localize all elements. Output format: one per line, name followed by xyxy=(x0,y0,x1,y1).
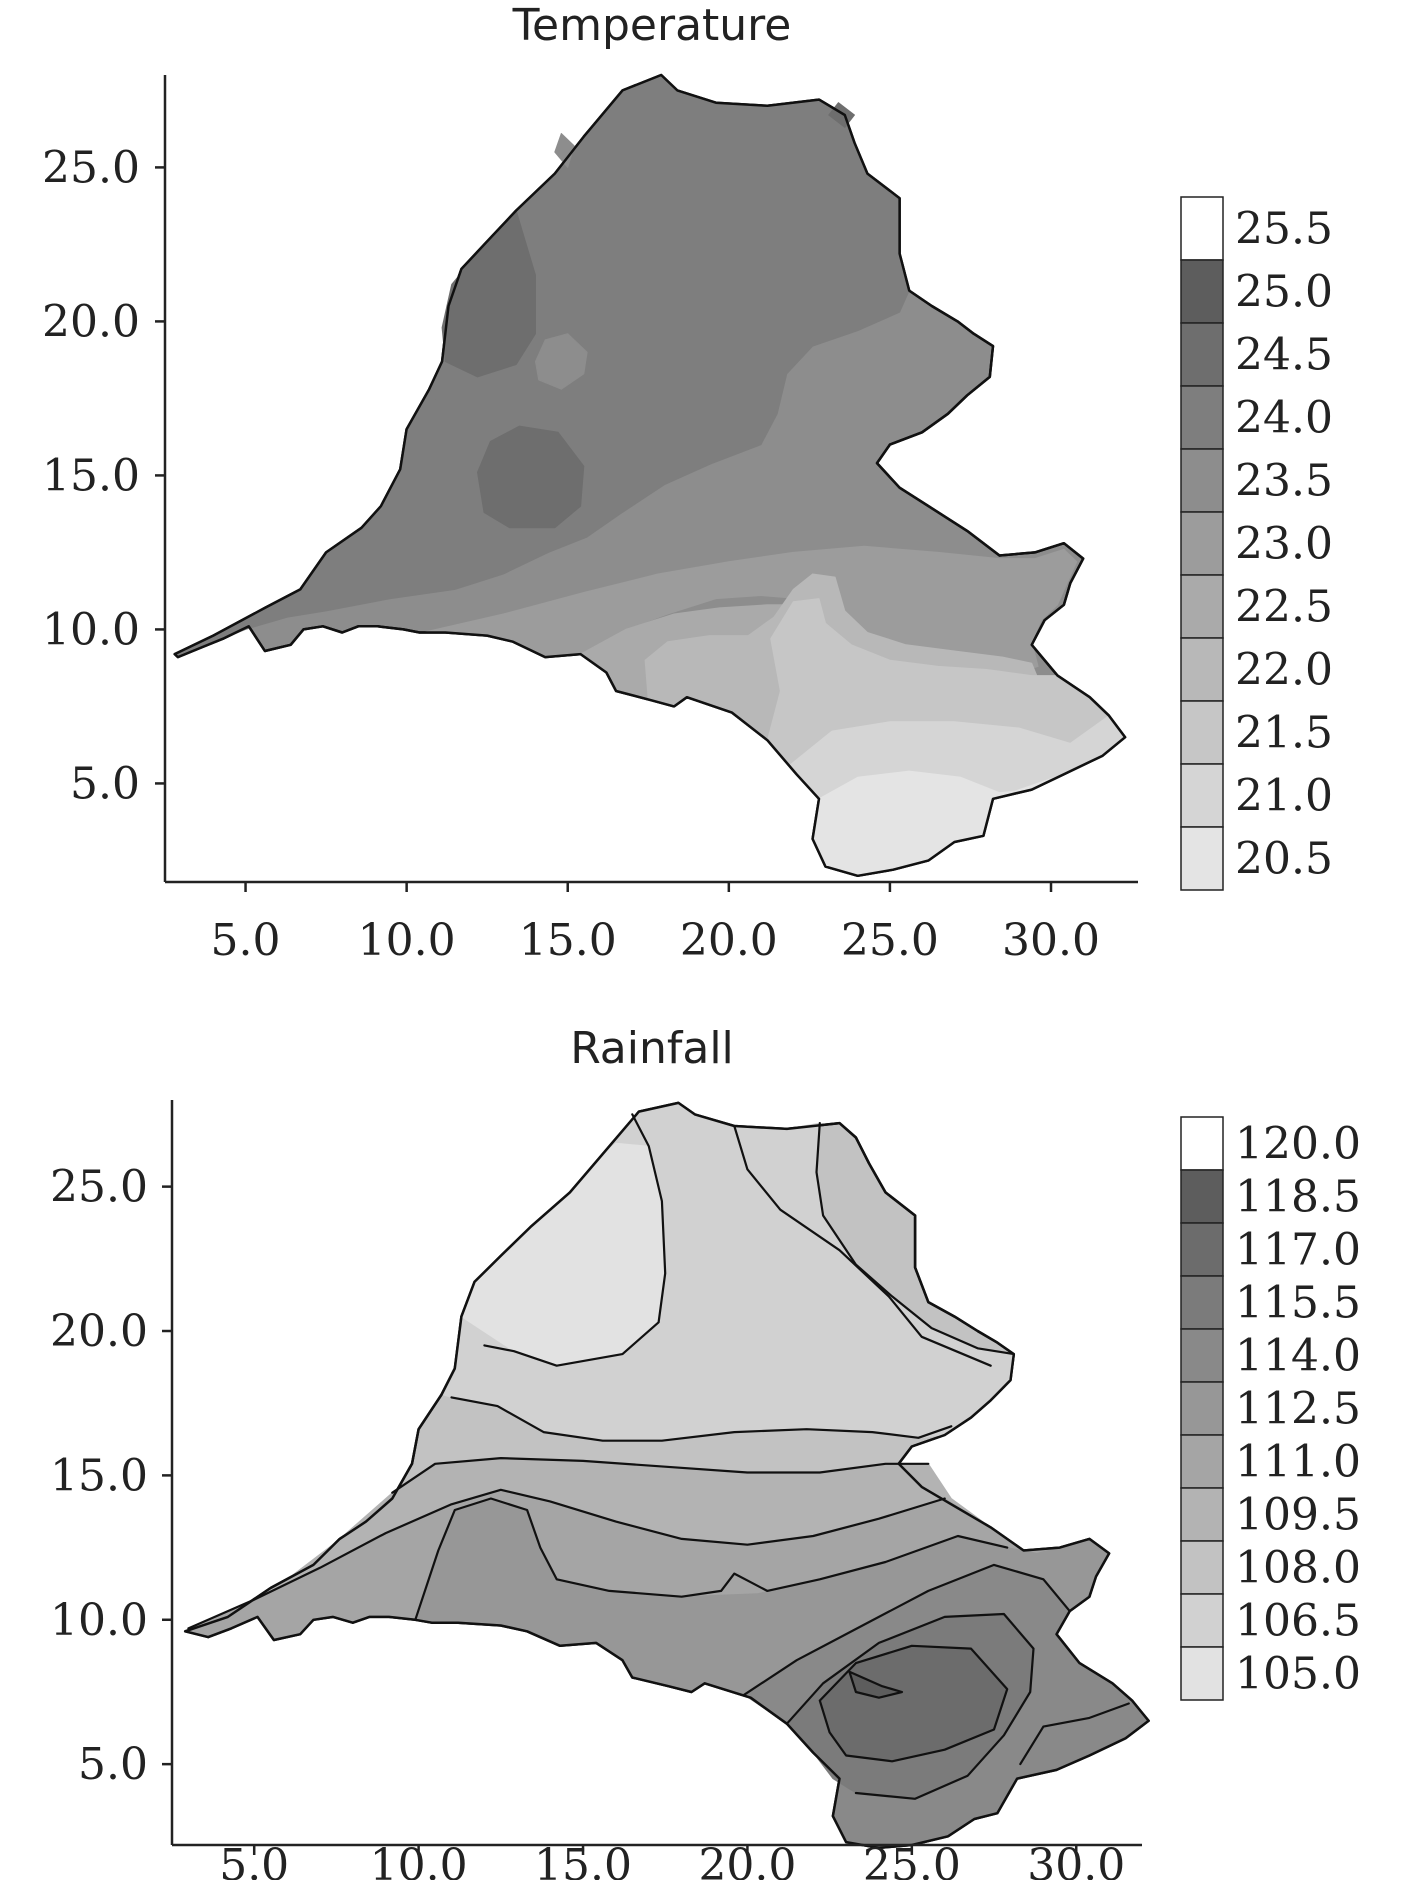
y-tick-label: 20.0 xyxy=(50,1306,148,1357)
rainfall-panel: Rainfall 5.0 10.0 15.0 20.0 25.0 30.0 5.0 10.0… xyxy=(50,1023,1361,1880)
x-tick-label: 10.0 xyxy=(358,915,456,966)
legend: 120.0118.5117.0115.5114.0112.5111.0109.5… xyxy=(1181,1117,1361,1700)
legend-swatch xyxy=(1181,512,1223,575)
y-axis-ticks: 5.0 10.0 15.0 20.0 25.0 xyxy=(42,142,165,809)
legend-label: 105.0 xyxy=(1235,1649,1361,1700)
y-tick-label: 25.0 xyxy=(42,142,140,193)
legend-swatch xyxy=(1181,386,1223,449)
legend-swatch xyxy=(1181,1170,1223,1223)
legend-label: 24.0 xyxy=(1235,393,1333,444)
legend-swatch xyxy=(1181,827,1223,890)
legend-label: 112.5 xyxy=(1235,1384,1361,1435)
chart-title: Rainfall xyxy=(570,1023,734,1074)
legend-swatch xyxy=(1181,260,1223,323)
x-tick-label: 5.0 xyxy=(211,915,281,966)
legend-label: 120.0 xyxy=(1235,1119,1361,1170)
legend-swatch xyxy=(1181,1117,1223,1170)
y-tick-label: 15.0 xyxy=(42,450,140,501)
legend-label: 21.5 xyxy=(1235,708,1333,759)
temperature-map xyxy=(175,75,1125,876)
y-tick-label: 25.0 xyxy=(50,1162,148,1213)
legend: 25.5 25.0 24.5 24.0 23.5 23.0 22.5 22.0 21.5 21.0… xyxy=(1181,197,1333,890)
y-tick-label: 5.0 xyxy=(70,758,140,809)
y-tick-label: 15.0 xyxy=(50,1450,148,1501)
legend-swatch xyxy=(1181,764,1223,827)
temperature-panel: Temperature 5.0 10.0 15.0 20.0 25.0 30.0 5.0 1… xyxy=(42,0,1333,966)
legend-swatch xyxy=(1181,1594,1223,1647)
legend-label: 106.5 xyxy=(1235,1596,1361,1647)
legend-label: 25.5 xyxy=(1235,204,1333,255)
legend-label: 111.0 xyxy=(1235,1437,1361,1488)
legend-label: 25.0 xyxy=(1235,267,1333,318)
y-tick-label: 10.0 xyxy=(50,1595,148,1646)
x-tick-label: 30.0 xyxy=(1002,915,1100,966)
legend-swatch xyxy=(1181,323,1223,386)
legend-label: 21.0 xyxy=(1235,771,1333,822)
y-tick-label: 5.0 xyxy=(78,1739,148,1790)
legend-swatch xyxy=(1181,701,1223,764)
legend-swatch xyxy=(1181,449,1223,512)
legend-label: 108.0 xyxy=(1235,1543,1361,1594)
x-axis-ticks: 5.0 10.0 15.0 20.0 25.0 30.0 xyxy=(211,882,1100,966)
x-tick-label: 20.0 xyxy=(698,1840,796,1880)
legend-swatch xyxy=(1181,1435,1223,1488)
legend-label: 115.5 xyxy=(1235,1278,1361,1329)
legend-swatch xyxy=(1181,638,1223,701)
legend-label: 22.5 xyxy=(1235,582,1333,633)
legend-swatch xyxy=(1181,1329,1223,1382)
legend-swatch xyxy=(1181,575,1223,638)
x-tick-label: 15.0 xyxy=(519,915,617,966)
legend-label: 23.5 xyxy=(1235,456,1333,507)
contour-region xyxy=(442,211,535,377)
legend-swatch xyxy=(1181,1488,1223,1541)
y-axis-ticks: 5.0 10.0 15.0 20.0 25.0 xyxy=(50,1162,172,1791)
chart-title: Temperature xyxy=(512,0,792,51)
legend-label: 109.5 xyxy=(1235,1490,1361,1541)
legend-label: 24.5 xyxy=(1235,330,1333,381)
legend-swatch xyxy=(1181,1276,1223,1329)
legend-label: 117.0 xyxy=(1235,1225,1361,1276)
legend-label: 20.5 xyxy=(1235,834,1333,885)
legend-swatch xyxy=(1181,1382,1223,1435)
x-tick-label: 25.0 xyxy=(841,915,939,966)
x-tick-label: 30.0 xyxy=(1027,1840,1125,1880)
x-tick-label: 15.0 xyxy=(534,1840,632,1880)
legend-label: 114.0 xyxy=(1235,1331,1361,1382)
legend-swatch xyxy=(1181,1647,1223,1700)
legend-swatch xyxy=(1181,1541,1223,1594)
y-tick-label: 20.0 xyxy=(42,296,140,347)
y-tick-label: 10.0 xyxy=(42,604,140,655)
legend-swatch xyxy=(1181,1223,1223,1276)
contour-region xyxy=(813,771,1064,876)
x-tick-label: 20.0 xyxy=(680,915,778,966)
x-tick-label: 10.0 xyxy=(370,1840,468,1880)
legend-label: 23.0 xyxy=(1235,519,1333,570)
legend-swatch xyxy=(1181,197,1223,260)
contour-region xyxy=(461,1143,665,1365)
x-tick-label: 25.0 xyxy=(863,1840,961,1880)
legend-label: 118.5 xyxy=(1235,1172,1361,1223)
x-tick-label: 5.0 xyxy=(219,1840,289,1880)
legend-label: 22.0 xyxy=(1235,645,1333,696)
